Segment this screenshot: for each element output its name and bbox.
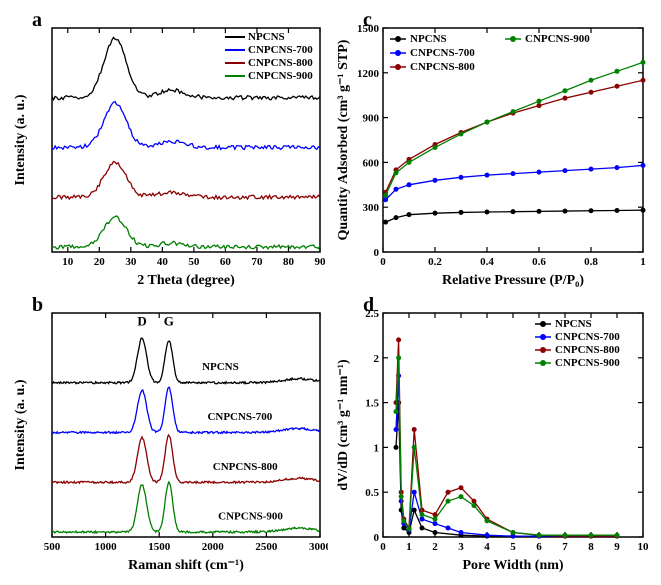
svg-text:Quantity Adsorbed (cm³ g⁻¹ STP: Quantity Adsorbed (cm³ g⁻¹ STP): [336, 39, 351, 240]
svg-text:9: 9: [614, 541, 620, 553]
svg-text:CNPCNS-700: CNPCNS-700: [555, 331, 620, 343]
panel-d: Pore Width (nm)dV/dD (cm³ g⁻¹ nm⁻¹)d0123…: [333, 295, 651, 575]
svg-text:NPCNS: NPCNS: [410, 33, 447, 45]
svg-text:NPCNS: NPCNS: [248, 31, 285, 43]
svg-text:Intensity (a. u.): Intensity (a. u.): [13, 379, 28, 470]
svg-text:1200: 1200: [357, 68, 380, 80]
panel-b: Raman shift (cm⁻¹) Intensity (a. u.) b 500 1…: [10, 295, 328, 575]
panel-a: 2 Theta (degree) Intensity (a. u.) a 10 20 30…: [10, 10, 328, 290]
svg-text:2 Theta (degree): 2 Theta (degree): [137, 273, 235, 288]
svg-text:7: 7: [562, 541, 568, 553]
svg-text:5: 5: [510, 541, 516, 553]
svg-text:CNPCNS-900: CNPCNS-900: [555, 357, 620, 369]
svg-text:500: 500: [44, 541, 61, 553]
svg-text:600: 600: [363, 157, 380, 169]
svg-text:D: D: [137, 313, 146, 328]
svg-text:3000: 3000: [309, 541, 328, 553]
svg-text:CNPCNS-800: CNPCNS-800: [555, 344, 620, 356]
svg-text:b: b: [32, 295, 43, 316]
svg-text:CNPCNS-900: CNPCNS-900: [248, 70, 313, 82]
svg-text:80: 80: [283, 256, 295, 268]
svg-text:40: 40: [157, 256, 169, 268]
svg-text:Raman shift (cm⁻¹): Raman shift (cm⁻¹): [128, 558, 244, 573]
svg-text:0: 0: [380, 256, 386, 268]
svg-text:1: 1: [406, 541, 412, 553]
svg-text:CNPCNS-900: CNPCNS-900: [218, 511, 283, 523]
svg-text:dV/dD (cm³ g⁻¹ nm⁻¹): dV/dD (cm³ g⁻¹ nm⁻¹): [336, 359, 351, 491]
svg-text:0: 0: [380, 541, 386, 553]
svg-text:20: 20: [94, 256, 106, 268]
svg-text:0.5: 0.5: [365, 487, 379, 499]
svg-text:CNPCNS-700: CNPCNS-700: [410, 47, 475, 59]
svg-text:CNPCNS-800: CNPCNS-800: [410, 61, 475, 73]
svg-text:70: 70: [251, 256, 263, 268]
svg-text:1.5: 1.5: [365, 398, 379, 410]
svg-text:CNPCNS-900: CNPCNS-900: [525, 33, 590, 45]
svg-text:1: 1: [374, 442, 380, 454]
svg-text:CNPCNS-800: CNPCNS-800: [213, 461, 278, 473]
svg-text:2.5: 2.5: [365, 308, 379, 320]
svg-text:CNPCNS-800: CNPCNS-800: [248, 57, 313, 69]
svg-text:CNPCNS-700: CNPCNS-700: [248, 44, 313, 56]
svg-text:2000: 2000: [202, 541, 225, 553]
svg-text:2500: 2500: [255, 541, 278, 553]
svg-text:1500: 1500: [148, 541, 171, 553]
svg-text:0: 0: [374, 532, 380, 544]
svg-text:NPCNS: NPCNS: [555, 318, 592, 330]
svg-text:G: G: [164, 313, 174, 328]
svg-text:6: 6: [536, 541, 542, 553]
svg-text:Pore Width (nm): Pore Width (nm): [462, 558, 563, 573]
svg-text:CNPCNS-700: CNPCNS-700: [207, 411, 272, 423]
figure-grid: 2 Theta (degree)Intensity (a. u.)a102030…: [10, 10, 651, 575]
svg-text:10: 10: [62, 256, 74, 268]
svg-text:NPCNS: NPCNS: [202, 361, 239, 373]
svg-text:2: 2: [374, 353, 380, 365]
svg-text:Relative Pressure (P/P₀): Relative Pressure (P/P₀): [442, 273, 584, 288]
svg-text:0: 0: [374, 247, 380, 259]
svg-text:a: a: [32, 10, 42, 31]
svg-text:2: 2: [432, 541, 438, 553]
svg-text:Intensity (a. u.): Intensity (a. u.): [13, 94, 28, 185]
svg-text:300: 300: [363, 202, 380, 214]
svg-text:10: 10: [638, 541, 650, 553]
svg-text:3: 3: [458, 541, 464, 553]
svg-text:90: 90: [315, 256, 327, 268]
svg-text:1500: 1500: [357, 23, 380, 35]
panel-c: Relative Pressure (P/P₀) Quantity Adsorbe…: [333, 10, 651, 290]
svg-text:50: 50: [188, 256, 200, 268]
svg-text:900: 900: [363, 113, 380, 125]
svg-text:1: 1: [640, 256, 646, 268]
svg-text:1000: 1000: [95, 541, 118, 553]
svg-text:0.4: 0.4: [480, 256, 494, 268]
svg-text:0.2: 0.2: [428, 256, 442, 268]
svg-text:0.8: 0.8: [584, 256, 598, 268]
svg-text:8: 8: [588, 541, 594, 553]
svg-text:0.6: 0.6: [532, 256, 546, 268]
svg-text:60: 60: [220, 256, 232, 268]
svg-text:4: 4: [484, 541, 490, 553]
svg-text:30: 30: [125, 256, 137, 268]
